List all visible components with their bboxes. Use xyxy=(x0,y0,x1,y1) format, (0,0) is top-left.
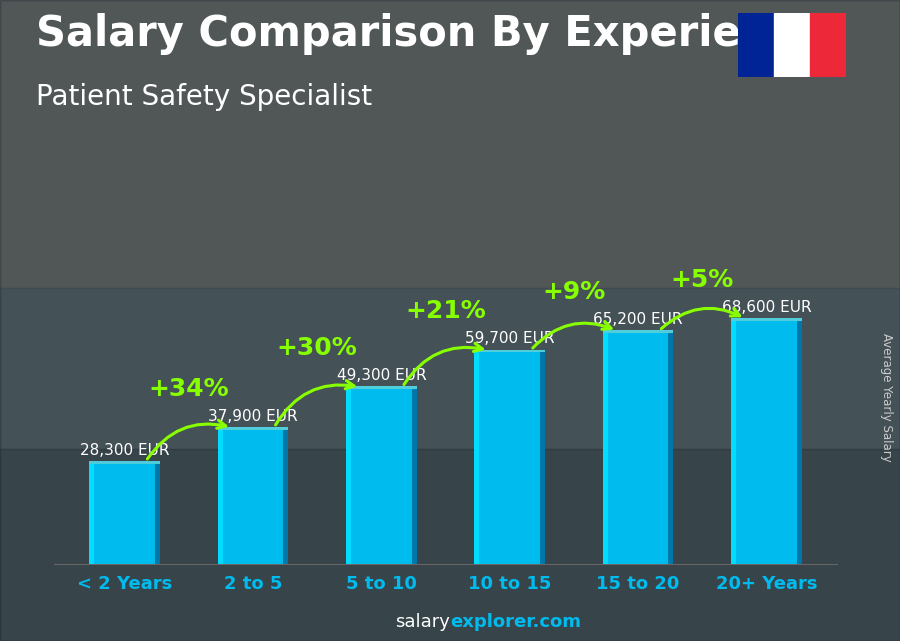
Text: 37,900 EUR: 37,900 EUR xyxy=(208,409,298,424)
Polygon shape xyxy=(218,427,288,429)
Polygon shape xyxy=(731,318,802,321)
Polygon shape xyxy=(89,464,160,564)
Text: +5%: +5% xyxy=(670,268,734,292)
Polygon shape xyxy=(346,387,417,389)
Polygon shape xyxy=(474,349,545,353)
Polygon shape xyxy=(540,353,545,564)
Text: +9%: +9% xyxy=(542,280,606,304)
Text: explorer.com: explorer.com xyxy=(450,613,581,631)
Text: Average Yearly Salary: Average Yearly Salary xyxy=(880,333,893,462)
Text: +30%: +30% xyxy=(277,336,357,360)
Text: +21%: +21% xyxy=(405,299,486,323)
Polygon shape xyxy=(603,333,608,564)
Polygon shape xyxy=(474,353,545,564)
Bar xyxy=(0,449,900,641)
Polygon shape xyxy=(218,429,288,564)
Polygon shape xyxy=(89,461,160,464)
Polygon shape xyxy=(474,353,480,564)
Text: Salary Comparison By Experience: Salary Comparison By Experience xyxy=(36,13,824,55)
Bar xyxy=(810,13,846,77)
Polygon shape xyxy=(731,321,802,564)
Polygon shape xyxy=(218,429,222,564)
Polygon shape xyxy=(411,389,417,564)
Polygon shape xyxy=(346,389,351,564)
Text: 28,300 EUR: 28,300 EUR xyxy=(80,443,169,458)
Text: 68,600 EUR: 68,600 EUR xyxy=(722,300,811,315)
Bar xyxy=(738,13,774,77)
Polygon shape xyxy=(89,464,94,564)
Text: 59,700 EUR: 59,700 EUR xyxy=(465,331,554,346)
Polygon shape xyxy=(731,321,736,564)
Polygon shape xyxy=(669,333,673,564)
Text: +34%: +34% xyxy=(148,376,230,401)
Polygon shape xyxy=(284,429,288,564)
Bar xyxy=(774,13,810,77)
Polygon shape xyxy=(603,330,673,333)
Polygon shape xyxy=(346,389,417,564)
Bar xyxy=(0,288,900,449)
Polygon shape xyxy=(796,321,802,564)
Text: salary: salary xyxy=(395,613,450,631)
Polygon shape xyxy=(603,333,673,564)
Text: 49,300 EUR: 49,300 EUR xyxy=(337,369,426,383)
Text: 65,200 EUR: 65,200 EUR xyxy=(593,312,683,327)
Bar xyxy=(0,0,900,288)
Text: Patient Safety Specialist: Patient Safety Specialist xyxy=(36,83,372,112)
Polygon shape xyxy=(155,464,160,564)
